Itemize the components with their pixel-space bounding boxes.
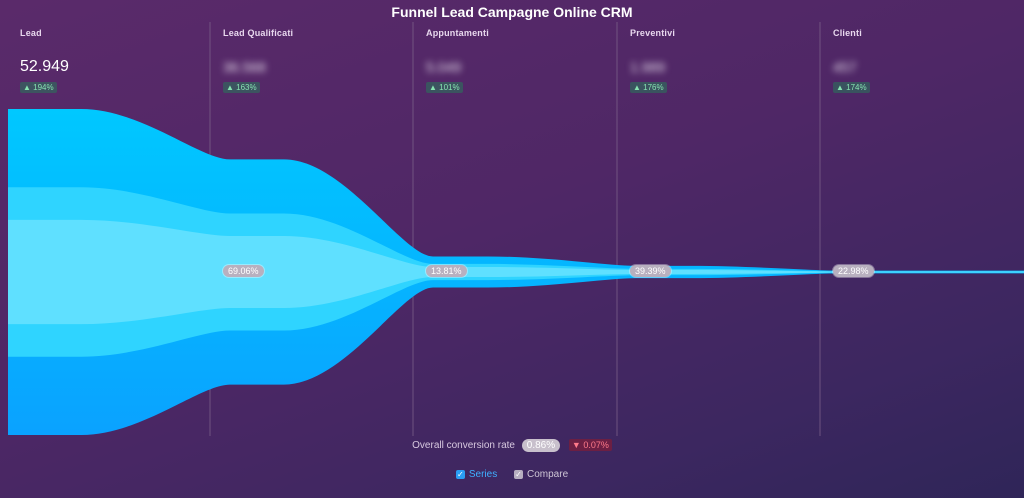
stage-name: Lead Qualificati <box>223 28 294 38</box>
stage-value: 52.949 <box>20 58 69 75</box>
legend: ✓ Series ✓ Compare <box>0 469 1024 480</box>
stage-name: Lead <box>20 28 42 38</box>
chart-title: Funnel Lead Campagne Online CRM <box>391 4 633 20</box>
stage-change-badge: ▲ 101% <box>426 82 463 93</box>
stage-header: Lead Qualificati 36.568 ▲ 163% <box>223 28 423 95</box>
checkbox-checked-icon[interactable]: ✓ <box>455 470 465 479</box>
stage-header: Preventivi 1.989 ▲ 176% <box>630 28 830 95</box>
overall-conversion: Overall conversion rate 0.86% ▼ 0.07% <box>0 439 1024 452</box>
stage-header: Appuntamenti 5.049 ▲ 101% <box>426 28 626 95</box>
overall-label: Overall conversion rate <box>412 440 515 451</box>
stage-header: Lead 52.949 ▲ 194% <box>20 28 220 95</box>
stage-conversion-rate: 69.06% <box>223 265 264 277</box>
stage-name: Appuntamenti <box>426 28 489 38</box>
checkbox-checked-icon[interactable]: ✓ <box>514 470 523 479</box>
stage-conversion-rate: 13.81% <box>426 265 467 277</box>
legend-series[interactable]: ✓ Series <box>455 469 498 480</box>
overall-change: ▼ 0.07% <box>568 439 612 451</box>
stage-conversion-rate: 22.98% <box>833 265 874 277</box>
stage-change-badge: ▲ 194% <box>20 82 57 93</box>
stage-value: 36.568 <box>223 59 266 75</box>
stage-header: Clienti 457 ▲ 174% <box>833 28 1024 95</box>
stage-value: 457 <box>833 59 857 75</box>
overall-value: 0.86% <box>521 439 561 452</box>
stage-change-badge: ▲ 176% <box>630 82 667 93</box>
stage-value: 1.989 <box>630 59 666 75</box>
stage-conversion-rate: 39.39% <box>630 265 671 277</box>
legend-compare[interactable]: ✓ Compare <box>514 469 568 480</box>
legend-series-label: Series <box>468 469 498 480</box>
stage-change-badge: ▲ 163% <box>223 82 260 93</box>
legend-compare-label: Compare <box>527 469 569 480</box>
funnel-band-inner <box>8 219 1024 325</box>
stage-name: Clienti <box>833 28 862 38</box>
stage-name: Preventivi <box>630 28 676 38</box>
stage-value: 5.049 <box>426 59 462 75</box>
stage-change-badge: ▲ 174% <box>833 82 870 93</box>
